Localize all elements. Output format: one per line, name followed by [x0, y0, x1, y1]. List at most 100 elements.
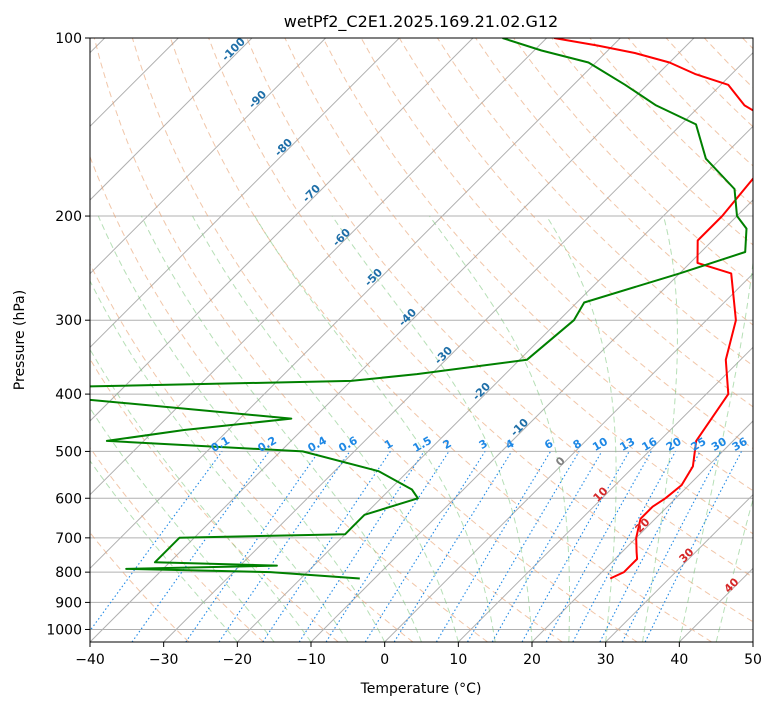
x-tick-label: 0 — [380, 652, 389, 668]
isotherm-label: -30 — [432, 344, 455, 367]
moist-adiabat-line — [678, 259, 753, 642]
y-tick-label: 100 — [55, 31, 82, 47]
mixing-ratio-label: 4 — [503, 437, 516, 452]
x-tick-label: 50 — [744, 652, 762, 668]
isotherm-label: -40 — [396, 306, 419, 329]
mixing-ratio-label: 2 — [441, 437, 454, 452]
mixing-ratio-line — [621, 451, 722, 642]
isotherm-label: -70 — [300, 182, 323, 205]
moist-adiabat-line — [429, 215, 570, 642]
moist-adiabat-line — [642, 215, 678, 642]
y-tick-label: 700 — [55, 531, 82, 547]
mixing-ratio-line — [644, 451, 742, 642]
isotherm-line — [90, 38, 474, 422]
x-tick-label: 20 — [523, 652, 541, 668]
dry-adiabat-line — [322, 38, 753, 492]
isotherm-line — [90, 38, 253, 201]
moist-adiabat-label: 40 — [722, 575, 742, 595]
dry-adiabat-line — [90, 446, 264, 642]
isotherm-line — [90, 38, 621, 570]
x-tick-label: 40 — [670, 652, 688, 668]
isotherm-line — [90, 38, 327, 275]
x-axis: −40 −30 −20 −10 0 10 20 30 40 50 — [75, 642, 762, 668]
isotherm-label: -60 — [330, 226, 353, 249]
temperature-profile-line — [553, 38, 753, 580]
isotherm-line — [752, 641, 753, 642]
dry-adiabat-line — [208, 38, 753, 623]
mixing-ratio-lines — [90, 451, 742, 642]
plot-area — [90, 38, 753, 642]
moist-adiabat-line — [90, 407, 275, 642]
y-tick-label: 1000 — [46, 622, 82, 638]
moist-adiabat-line — [140, 215, 422, 642]
mixing-ratio-line — [545, 451, 652, 642]
sounding-series — [90, 38, 753, 580]
y-axis-label: Pressure (hPa) — [12, 290, 28, 390]
x-tick-label: 30 — [597, 652, 615, 668]
dry-adiabat-line — [475, 38, 753, 326]
mixing-ratio-line — [572, 451, 676, 642]
isotherm-line — [457, 346, 753, 642]
isotherm-line — [163, 51, 753, 642]
isotherm-line — [605, 493, 753, 642]
y-axis: 100 200 300 400 500 600 700 800 900 1000 — [46, 31, 90, 638]
isotherm-line — [384, 272, 753, 642]
y-tick-label: 300 — [55, 313, 82, 329]
moist-adiabat-line — [90, 348, 312, 642]
mixing-ratio-line — [325, 451, 450, 642]
moist-adiabat-line — [97, 215, 386, 642]
y-tick-label: 200 — [55, 209, 82, 225]
dry-adiabat-line — [436, 38, 753, 367]
plot-frame — [89, 37, 754, 643]
mixing-ratio-line — [467, 451, 580, 642]
moist-adiabat-line — [90, 459, 238, 642]
mixing-ratio-line — [298, 451, 425, 642]
dry-adiabat-line — [90, 155, 488, 642]
x-tick-label: −10 — [296, 652, 326, 668]
isotherm-label: -80 — [272, 136, 295, 159]
skewed-isotherms — [90, 38, 753, 642]
dry-adiabat-line — [742, 38, 753, 50]
overlay-labels: 0.1 0.2 0.4 0.6 1 1.5 2 3 4 6 8 10 13 16 20 25 30 36-100-… — [209, 35, 750, 596]
isotherm-line — [236, 125, 753, 642]
x-tick-label: 10 — [449, 652, 467, 668]
x-tick-label: −30 — [149, 652, 179, 668]
moist-adiabat-line — [546, 215, 617, 642]
mixing-ratio-line — [364, 451, 486, 642]
dry-adiabat-line — [513, 38, 753, 286]
mixing-ratio-label: 6 — [542, 437, 555, 452]
y-tick-label: 500 — [55, 444, 82, 460]
moist-adiabat-label: 30 — [677, 545, 697, 565]
moist-adiabat-label: 20 — [633, 515, 653, 535]
dry-adiabat-line — [246, 38, 753, 578]
mixing-ratio-line — [435, 451, 552, 642]
isotherm-line — [90, 38, 695, 642]
mixing-ratio-line — [90, 451, 223, 632]
dry-adiabat-line — [90, 531, 190, 642]
mixing-ratio-line — [262, 451, 391, 642]
isotherm-line — [310, 199, 753, 642]
x-tick-label: −40 — [75, 652, 105, 668]
mixing-ratio-line — [185, 451, 320, 642]
isotherm-label: -100 — [219, 35, 248, 64]
y-tick-label: 900 — [55, 595, 82, 611]
moist-adiabat-line — [192, 215, 459, 642]
dewpoint-profile-line — [90, 38, 748, 580]
dry-adiabat-line — [93, 38, 563, 642]
mixing-ratio-line — [218, 451, 351, 642]
isotherm-line — [90, 38, 400, 349]
moist-adiabat-line — [331, 215, 533, 642]
x-axis-label: Temperature (°C) — [360, 681, 482, 697]
isotherm-line — [90, 38, 548, 496]
y-tick-label: 400 — [55, 387, 82, 403]
dry-adiabat-line — [131, 38, 638, 642]
y-tick-label: 800 — [55, 565, 82, 581]
isotherm-label: -10 — [508, 416, 531, 439]
chart-title: wetPf2_C2E1.2025.169.21.02.G12 — [284, 12, 558, 32]
isotherm-line — [531, 420, 753, 642]
dry-adiabat-line — [170, 38, 712, 642]
dry-adiabat-line — [284, 38, 753, 535]
moist-adiabat-label: 10 — [591, 484, 611, 504]
x-tick-label: −20 — [223, 652, 253, 668]
